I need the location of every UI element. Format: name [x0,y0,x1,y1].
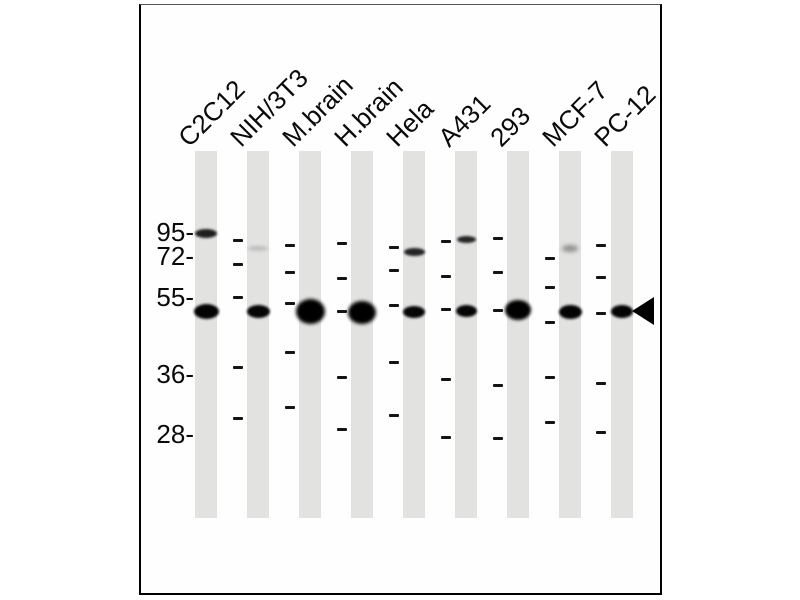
marker-tick [233,295,243,299]
marker-tick [285,243,295,247]
marker-tick [337,241,347,245]
marker-tick [596,311,606,315]
protein-band [248,245,268,251]
lane-strip [559,151,581,518]
marker-tick [285,301,295,305]
protein-band [348,300,376,324]
protein-band [195,228,217,238]
marker-tick [285,350,295,354]
mw-marker-label: 72- [156,240,194,271]
marker-tick [441,239,451,243]
lane-strip [611,151,633,518]
protein-band [505,300,531,320]
marker-tick [337,276,347,280]
protein-band [455,305,477,317]
marker-tick [493,270,503,274]
marker-tick [233,262,243,266]
lane-strip [455,151,477,518]
marker-tick [545,256,555,260]
marker-tick [389,413,399,417]
lane-strip [247,151,269,518]
marker-tick [545,320,555,324]
marker-tick [441,274,451,278]
lane-strip [299,151,321,518]
protein-band [246,304,270,318]
lane-strip [195,151,217,518]
mw-marker-label: 95- [156,216,194,247]
marker-tick [233,238,243,242]
protein-band [562,244,578,252]
marker-tick [285,270,295,274]
protein-band [611,304,633,318]
protein-band [456,235,476,243]
mw-marker-label: 28- [156,418,194,449]
marker-tick [596,381,606,385]
lane-strip [507,151,529,518]
marker-tick [389,360,399,364]
marker-tick [596,243,606,247]
marker-tick [545,375,555,379]
protein-band [403,306,425,318]
marker-tick [389,268,399,272]
marker-tick [493,236,503,240]
protein-band [193,303,219,319]
marker-tick [545,285,555,289]
marker-tick [337,427,347,431]
marker-tick [441,307,451,311]
marker-tick [337,309,347,313]
marker-tick [596,430,606,434]
mw-marker-label: 36- [156,358,194,389]
lane-strip [351,151,373,518]
protein-band [295,298,325,324]
protein-band [403,248,425,256]
marker-tick [389,303,399,307]
marker-tick [493,383,503,387]
mw-marker-label: 55- [156,281,194,312]
marker-tick [337,375,347,379]
marker-tick [285,405,295,409]
marker-tick [441,377,451,381]
band-pointer-arrow-icon [632,297,654,325]
marker-tick [493,308,503,312]
marker-tick [233,365,243,369]
marker-tick [441,435,451,439]
marker-tick [389,245,399,249]
protein-band [558,305,582,319]
marker-tick [493,436,503,440]
marker-tick [596,275,606,279]
lane-strip [403,151,425,518]
marker-tick [233,416,243,420]
marker-tick [545,420,555,424]
